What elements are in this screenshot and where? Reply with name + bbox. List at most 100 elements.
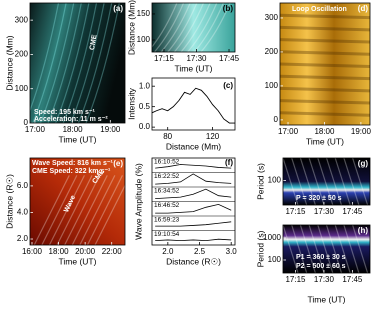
line [155,164,232,169]
texture [317,225,334,273]
texture [39,3,75,123]
texture [280,99,370,105]
y-tick-label: 4.0 [17,208,29,217]
y-axis-label: Wave Amplitude (%) [133,163,143,240]
texture [352,225,369,273]
y-tick-label: 100 [15,84,29,93]
panel: 17:15 17:30 17:45 100 (g) Period (s) P = 320 ±… [255,157,371,216]
texture [70,3,105,123]
frame [282,224,371,274]
panel: 16:00 18:00 20:00 22:00 2.0 4.0 6.0 (e) Time (UT… [4,157,126,266]
y-axis-label: Distance (Mm) [126,0,136,55]
line [155,188,232,199]
texture [48,175,85,245]
texture [291,225,308,273]
texture [308,158,325,205]
plot-area [283,158,370,205]
line [155,221,232,227]
plot-area [283,225,370,273]
x-tick-label: 17:30 [186,54,207,63]
texture [173,3,205,52]
image-background [30,3,125,123]
x-axis-label: Time (UT) [175,63,213,73]
y-tick-label: 200 [15,50,29,59]
annotation: CME Speed: 322 km s⁻¹ [32,168,111,175]
frame [282,157,371,206]
texture [200,3,231,52]
annotation: Wave Speed: 816 km s⁻¹ [32,160,114,167]
texture [86,175,123,245]
y-tick-label: 300 [15,15,29,24]
line [155,238,232,242]
y-axis-label: Distance (Mm) [4,35,14,90]
series-label: 16:22:52 [154,173,180,180]
texture [30,3,60,113]
panel-label: (h) [358,226,369,235]
texture [56,175,93,245]
texture [280,74,370,81]
x-tick-label: 120 [206,132,220,141]
texture [154,3,185,52]
texture [79,175,116,245]
texture [33,175,70,245]
y-tick-label: 1000 [263,233,281,242]
x-tick-label: 17:15 [285,207,306,216]
y-tick-label: 200 [265,47,279,56]
annotation: CME [89,34,99,51]
texture [280,13,370,20]
texture [55,3,90,123]
panel: 17:00 18:00 19:00 0 100 200 300 (a) Time (UT) Dis… [4,2,126,144]
panel-label: (e) [113,159,123,168]
texture [167,3,198,52]
plot-area [152,78,235,130]
image-background [283,158,370,205]
texture [299,158,316,205]
texture [180,3,211,52]
texture [280,111,370,117]
texture [160,3,191,52]
x-tick-label: 17:45 [342,207,363,216]
plot-area [152,3,235,52]
texture [85,3,120,123]
panel-label: (c) [223,81,233,90]
texture [64,175,101,245]
x-tick-label: 20:00 [75,247,96,256]
texture [280,38,370,44]
x-tick-label: 2.5 [194,247,206,256]
annotation: Loop Oscillation [292,6,347,13]
frame [151,157,236,246]
texture [41,175,78,245]
x-tick-label: 17:15 [154,54,175,63]
frame [29,2,126,124]
texture [94,184,125,245]
texture [77,3,113,123]
texture [71,175,108,245]
panel: 2.0 2.5 3.0 16:10:52 16:22:52 16:34:52 16:46:5… [133,157,238,266]
x-tick-label: 17:30 [314,275,335,284]
texture [334,158,351,205]
x-tick-label: 18:00 [314,127,335,136]
texture [343,225,360,273]
panel-label: (g) [358,159,369,168]
annotation: Acceleration: 11 m s⁻² [34,116,108,123]
x-tick-label: 3.0 [226,247,238,256]
y-tick-label: 0.0 [139,122,151,131]
y-tick-label: 0 [24,118,29,127]
x-tick-label: 18:00 [63,125,84,134]
texture [283,158,299,205]
annotation: Speed: 195 km s⁻¹ [34,109,96,116]
texture [47,3,82,123]
x-tick-label: 19:00 [100,125,121,134]
line [155,173,232,185]
image-background [30,158,125,245]
series-label: 16:34:52 [154,188,180,195]
y-tick-label: 100 [268,176,282,185]
series-label: 19:10:54 [154,231,180,238]
texture [280,62,370,68]
panel: 80 120 0.0 0.5 1.0 (c) Distance (Mm) Intensity [126,77,236,151]
y-axis-label: Period (s) [255,230,265,267]
panel: 17:15 17:30 17:45 100 150 (b) Time (UT) Distanc… [126,0,239,73]
x-tick-label: 80 [163,132,172,141]
line [155,203,232,214]
